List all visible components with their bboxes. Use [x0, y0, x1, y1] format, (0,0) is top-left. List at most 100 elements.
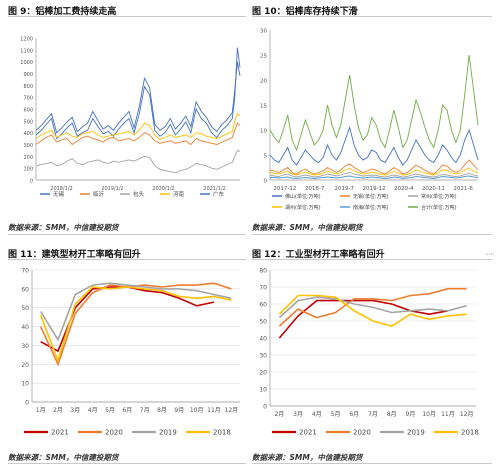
x-tick-label: 10月 — [422, 411, 436, 418]
series-line-佛山(单位:万吨) — [269, 125, 479, 166]
series-line-无锡(单位:万吨) — [269, 159, 479, 175]
y-tick-label: 50 — [259, 319, 267, 326]
x-tick-label: 3月 — [293, 411, 303, 418]
legend-label: 湖州(单位:万吨) — [285, 204, 321, 211]
chart-processing-fee: 0 100 200 300 400 500 600 700 800 900 1000 1100 1200… — [20, 37, 241, 198]
x-tick-label: 1月 — [36, 407, 46, 414]
y-tick-label: 0 — [263, 404, 267, 411]
y-tick-label: 0 — [264, 179, 268, 185]
y-tick-label: 400 — [23, 131, 33, 137]
series-line-2020 — [278, 287, 467, 327]
x-tick-label: 7月 — [140, 407, 150, 414]
y-tick-label: 200 — [23, 155, 33, 161]
y-tick-label: 0 — [25, 400, 29, 407]
chart-building-profile-rate: 0 10 20 30 40 50 60 70 1月 2月 3月 4月 5月 6月 7月 8月 9月 10月 11月 1… — [21, 268, 240, 436]
x-tick-label: 3月 — [70, 407, 80, 414]
y-tick-label: 600 — [23, 108, 33, 114]
series-line-常州(单位:万吨) — [269, 172, 479, 178]
x-tick-label: 6月 — [122, 407, 132, 414]
series-line-2018 — [39, 286, 232, 363]
y-tick-label: 10 — [260, 129, 267, 135]
x-tick-label: 9月 — [406, 411, 416, 418]
x-tick-label: 2020-4 — [394, 186, 414, 192]
y-tick-label: 70 — [21, 268, 29, 275]
legend-label: 广东 — [213, 190, 225, 198]
figure-9-title: 图 9：铝棒加工费持续走高 — [8, 7, 117, 17]
y-tick-label: 25 — [260, 54, 267, 60]
legend-label: 2018 — [213, 428, 231, 436]
legend-label: 南海(单位:万吨) — [353, 204, 389, 211]
y-tick-label: 80 — [259, 268, 267, 275]
x-tick-label: 11月 — [441, 411, 455, 418]
y-tick-label: 40 — [259, 336, 267, 343]
x-tick-label: 8月 — [157, 407, 167, 414]
legend-label: 2020 — [353, 428, 371, 436]
x-tick-label: 2019/1/2 — [101, 186, 123, 192]
series-line-合计(单位:万吨) — [269, 54, 479, 152]
x-tick-label: 11月 — [207, 407, 221, 414]
x-tick-label: 7月 — [368, 411, 378, 418]
legend-label: 2018 — [461, 428, 479, 436]
y-tick-label: 30 — [21, 343, 29, 350]
y-tick-label: 60 — [21, 286, 29, 293]
figure-11-source: 数据来源：SMM，中信建投期货 — [8, 453, 119, 462]
x-tick-label: 8月 — [387, 411, 397, 418]
legend-label: 2019 — [159, 428, 177, 436]
divider — [8, 259, 246, 260]
x-tick-label: 4月 — [312, 411, 322, 418]
x-tick-label: 2018/1/2 — [50, 186, 72, 192]
legend-label: 临沂 — [93, 190, 105, 198]
series-line-2018 — [278, 294, 467, 327]
legend-label: 无锡 — [53, 190, 65, 198]
chart-industrial-profile-rate: 0 10 20 30 40 50 60 70 80 2月 3月 4月 5月 6月 7月 8月 9月 10月 11月 1… — [259, 268, 479, 437]
x-tick-label: 2017-12 — [273, 186, 296, 192]
x-tick-label: 2021/1/2 — [203, 186, 225, 192]
y-tick-label: 15 — [260, 104, 267, 110]
y-tick-label: 70 — [259, 285, 267, 292]
series-line-包头 — [35, 149, 241, 174]
divider — [252, 234, 492, 235]
x-tick-label: 6月 — [349, 411, 359, 418]
x-tick-label: 9月 — [174, 407, 184, 414]
x-tick-label: 2019-12 — [363, 186, 386, 192]
series-line-2019 — [278, 296, 467, 319]
divider — [8, 234, 246, 235]
y-tick-label: 900 — [23, 72, 33, 78]
figure-10-source: 数据来源：SMM，中信建投期货 — [252, 223, 363, 232]
y-tick-label: 800 — [23, 84, 33, 90]
y-tick-label: 20 — [260, 79, 267, 85]
figure-10-title: 图 10：铝棒库存持续下滑 — [252, 7, 358, 17]
legend-label: 2021 — [51, 428, 69, 436]
figure-9-source: 数据来源：SMM，中信建投期货 — [8, 223, 119, 232]
divider — [252, 259, 492, 260]
x-tick-label: 2021-6 — [453, 186, 473, 192]
y-tick-label: 40 — [21, 324, 29, 331]
y-tick-label: 20 — [21, 362, 29, 369]
legend-label: 常州(单位:万吨) — [421, 193, 457, 200]
x-tick-label: 2月 — [274, 411, 284, 418]
edit-mark-icon: ↵↵ — [486, 252, 495, 258]
series-line-南海(单位:万吨) — [270, 175, 479, 179]
x-tick-label: 5月 — [331, 411, 341, 418]
y-tick-label: 0 — [30, 179, 33, 185]
series-line-湖州(单位:万吨) — [269, 167, 479, 176]
legend-label: 包头 — [133, 190, 145, 198]
chart-inventory: 0 5 10 15 20 25 30 2017-12 2018-7 2019-7 2019-12 20… — [260, 29, 479, 211]
divider — [8, 16, 246, 17]
series-line-无锡 — [35, 47, 241, 140]
legend-label: 河南 — [173, 190, 185, 198]
y-tick-label: 30 — [259, 353, 267, 360]
legend-label: 无锡(单位:万吨) — [353, 193, 389, 200]
figure-12-title: 图 12：工业型材开工率略有回升 — [252, 250, 385, 260]
y-tick-label: 300 — [23, 143, 33, 149]
divider — [8, 463, 246, 464]
y-tick-label: 30 — [260, 29, 267, 35]
y-tick-label: 10 — [21, 381, 29, 388]
y-tick-label: 100 — [23, 167, 33, 173]
x-tick-label: 10月 — [190, 407, 204, 414]
y-tick-label: 20 — [259, 370, 267, 377]
y-tick-label: 50 — [21, 305, 29, 312]
x-tick-label: 12月 — [225, 407, 239, 414]
series-line-河南 — [35, 112, 241, 141]
y-tick-label: 1000 — [20, 60, 33, 66]
